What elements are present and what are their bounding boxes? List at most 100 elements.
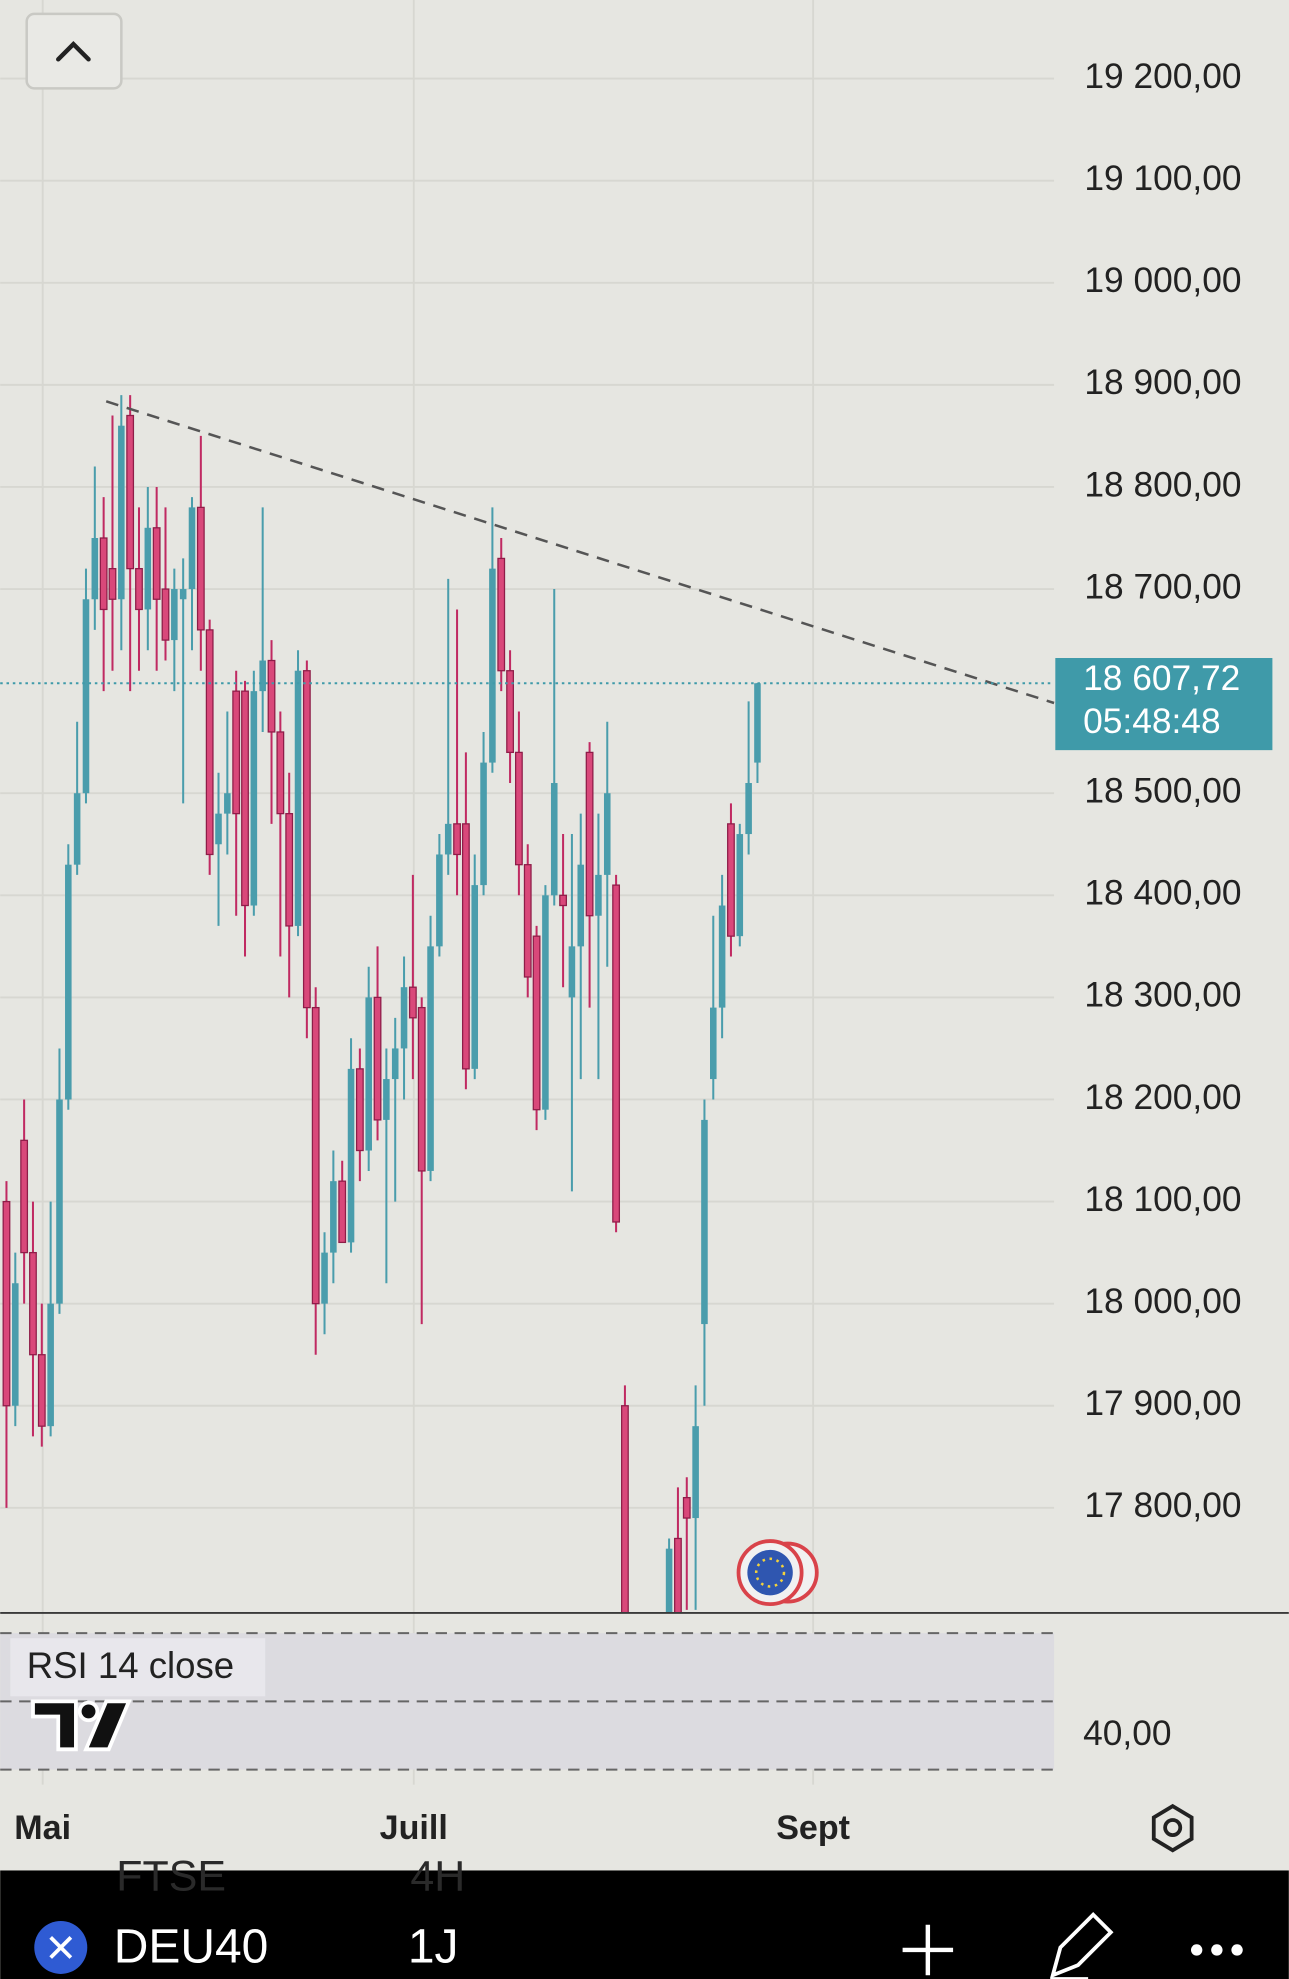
candle-body [603,793,611,875]
candle-body [585,751,594,917]
hexagon[interactable] [1151,1803,1194,1853]
candle-body [436,854,443,947]
candle-body [338,1180,347,1244]
hexagon-dot [1163,1818,1183,1838]
x-tick-label: Sept [776,1809,850,1847]
candle-body [241,690,249,907]
candle-body [408,986,417,1019]
candle-body [461,823,470,1070]
candle-body [453,823,461,856]
candle-body [754,683,761,763]
candle-body [542,895,549,1110]
candle-body [383,1079,390,1120]
candle-body [497,557,506,672]
candle-body [745,783,752,835]
candle-body [126,414,135,570]
candle-body [330,1181,337,1253]
candle-body [91,538,99,600]
candle-body [205,629,214,856]
picker-ghost: FTSE [116,1853,226,1901]
candle-body [523,864,532,978]
candle-body [727,823,735,937]
trend-line [105,400,1055,705]
candle-body [514,751,523,866]
candle-body [108,567,117,600]
candle-body [710,1007,717,1080]
candle-body [701,1119,708,1325]
y-tick-label: 18 200,00 [1084,1078,1241,1117]
y-tick-label: 18 900,00 [1084,363,1241,402]
rsi-tick-label: 40,00 [1083,1714,1171,1753]
add-button[interactable] [902,1924,954,1976]
candle-body [444,823,452,855]
candle-body [188,507,196,590]
candle-body [161,588,170,641]
x-tick-label: Mai [14,1809,71,1847]
candle-body [311,1006,320,1305]
candle-body [665,1548,673,1613]
candle-body [144,527,152,610]
y-tick-label: 17 800,00 [1084,1486,1241,1525]
candle-body [692,1426,699,1519]
symbol[interactable]: DEU40 [114,1921,269,1974]
candle-body [736,834,744,937]
candle-body [29,1251,37,1356]
candle-body [391,1048,399,1080]
candle-body [480,762,487,886]
candle-body [400,987,408,1049]
candle-body [506,670,514,754]
top-button[interactable] [25,12,123,90]
chevron-up-icon [56,41,91,62]
candle-body [37,1354,46,1427]
candle-body [47,1303,54,1427]
last-price-box [1055,658,1273,751]
candle-body [302,670,311,1009]
candle-body [12,1283,19,1406]
y-tick-label: 18 000,00 [1084,1282,1241,1321]
x-tick-label: Juill [380,1809,448,1847]
candle-body [577,864,585,947]
toolbar [0,1870,1289,1979]
candle-body [73,793,81,865]
y-tick-label: 18 400,00 [1084,874,1241,913]
candle-body [215,813,222,845]
y-tick-label: 19 000,00 [1084,261,1241,300]
more-button[interactable] [1190,1944,1243,1956]
candle-body [674,1537,682,1613]
candle-body [559,894,567,907]
candle-body [347,1068,355,1243]
candle-body [373,996,382,1121]
candle-body [56,1099,63,1304]
candle-body [550,783,558,896]
candle-body [99,537,108,611]
candle-body [355,1068,364,1152]
close-icon [49,1936,73,1959]
settings-icon[interactable] [1151,1803,1194,1853]
candle-body [152,527,161,600]
candle-body [612,884,621,1223]
y-tick-label: 18 100,00 [1084,1180,1241,1219]
rsi-title: RSI 14 close [27,1645,234,1686]
y-tick-label: 19 100,00 [1084,159,1241,198]
candles [2,395,761,1613]
rsi-pane [0,1632,1055,1771]
collapse-button[interactable] [25,12,123,90]
candle-body [259,660,266,692]
y-tick-label: 18 500,00 [1084,772,1241,811]
candle-body [65,864,72,1100]
candle-body [321,1252,328,1304]
candle-body [250,691,258,906]
candle-body [682,1496,691,1519]
draw-button[interactable] [1049,1911,1114,1979]
candle-body [82,599,90,794]
interval[interactable]: 1J [408,1921,459,1974]
last-price-label: 18 607,72 [1083,659,1240,698]
event-icon [736,1539,819,1607]
grid [0,0,1055,1785]
candle-body [427,946,434,1171]
rsi-label-box [10,1638,266,1697]
candle-body [171,589,178,641]
y-tick-label: 18 800,00 [1084,465,1241,504]
candle-body [135,567,143,611]
candle-body [621,1405,629,1613]
